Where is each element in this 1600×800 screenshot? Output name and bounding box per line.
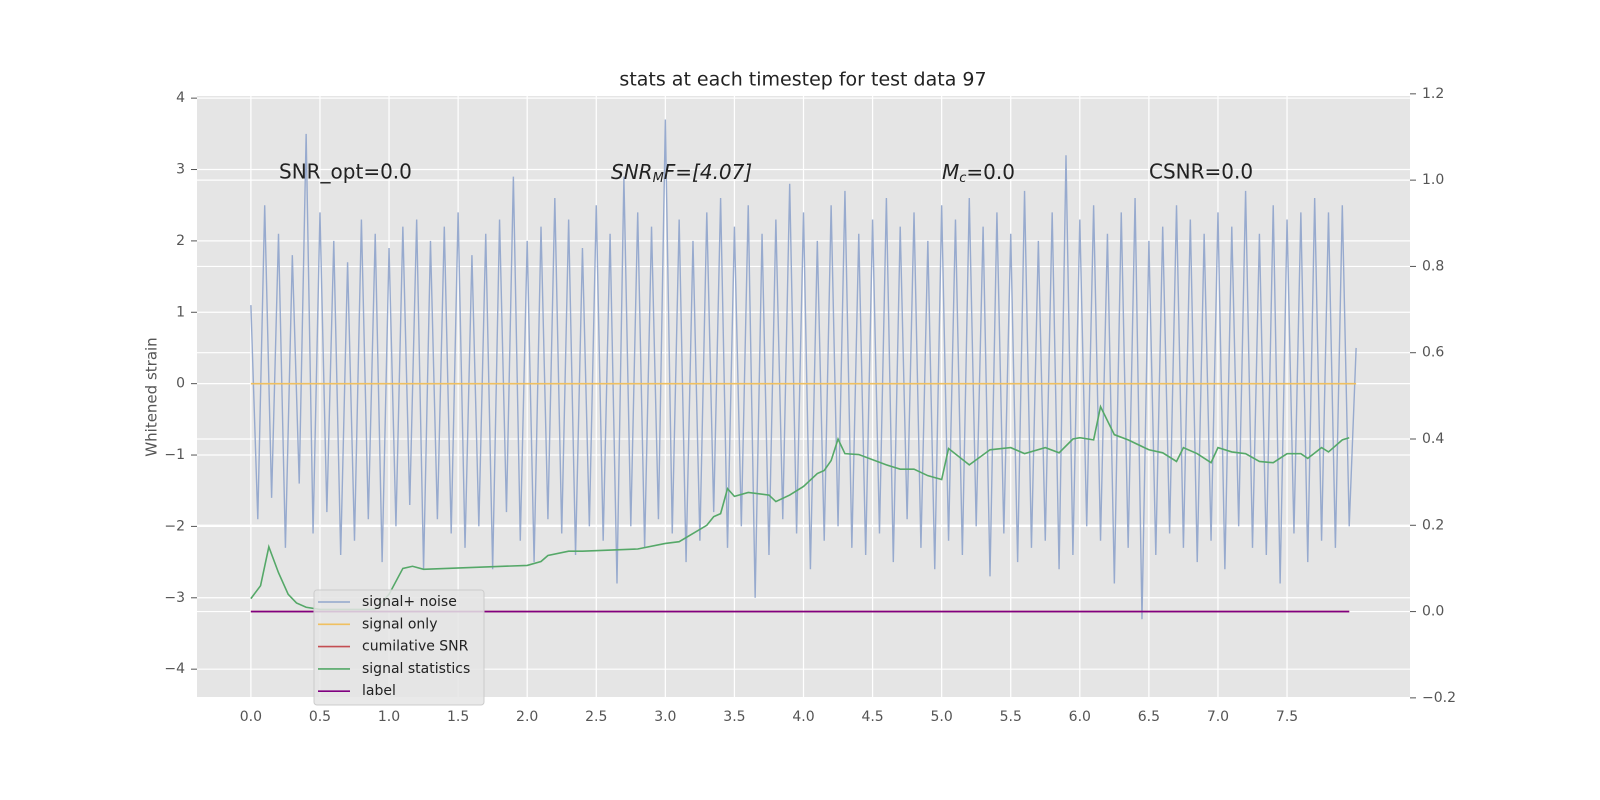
annotation-part: SNR — [611, 160, 653, 184]
x-tick-label: 5.5 — [1000, 709, 1022, 725]
annotation-part: F=[4.07] — [664, 160, 752, 184]
x-tick-label: 4.0 — [792, 709, 814, 725]
x-tick-label: 3.0 — [654, 709, 676, 725]
y-tick-label: −2 — [164, 518, 185, 534]
annotation-part: F=[4.07] — [664, 160, 752, 184]
annotations: SNR_opt=0.0 SNRMF=[4.07] Mc=0.0 CSNR=0.0 — [279, 160, 1253, 186]
annotation-part: =0.0 — [966, 160, 1015, 184]
y2-tick-label: 0.4 — [1422, 431, 1444, 447]
x-tick-label: 6.5 — [1138, 709, 1160, 725]
x-tick-label: 0.0 — [240, 709, 262, 725]
x-tick-label: 1.5 — [447, 709, 469, 725]
y2-tick-label: −0.2 — [1422, 690, 1456, 706]
y2-tick-label: 0.0 — [1422, 604, 1444, 620]
annotation: Mc=0.0 — [942, 160, 1015, 186]
annotation-part: M — [653, 171, 664, 186]
y-tick-label: −1 — [164, 447, 185, 463]
legend-label: signal+ noise — [362, 594, 457, 610]
legend-label: label — [362, 683, 396, 699]
x-tick-label: 0.5 — [309, 709, 331, 725]
y-axis-label: Whitened strain — [143, 337, 161, 456]
annotation: CSNR=0.0 — [1149, 160, 1253, 184]
grid — [197, 93, 1410, 699]
y2-tick-label: 0.2 — [1422, 517, 1444, 533]
x-tick-label: 4.5 — [861, 709, 883, 725]
y-tick-label: 4 — [176, 90, 185, 106]
y2-tick-label: 0.8 — [1422, 258, 1444, 274]
x-tick-label: 2.5 — [585, 709, 607, 725]
y-tick-label: 2 — [176, 233, 185, 249]
annotation: SNR_opt=0.0 — [279, 160, 412, 184]
y2-tick-label: 1.2 — [1422, 86, 1444, 102]
y-tick-label: −3 — [164, 590, 185, 606]
legend-label: signal only — [362, 616, 437, 632]
y-tick-label: 1 — [176, 304, 185, 320]
y2-tick-label: 0.6 — [1422, 345, 1444, 361]
x-tick-label: 1.0 — [378, 709, 400, 725]
y2-tick-label: 1.0 — [1422, 172, 1444, 188]
x-tick-label: 2.0 — [516, 709, 538, 725]
chart-title: stats at each timestep for test data 97 — [619, 69, 986, 91]
legend: signal+ noise signal only cumilative SNR si… — [313, 589, 485, 706]
annotation-part: c — [959, 171, 966, 186]
x-tick-label: 3.5 — [723, 709, 745, 725]
series-line — [250, 119, 1357, 620]
legend-label: signal statistics — [362, 661, 470, 677]
y-tick-label: 3 — [176, 162, 185, 178]
legend-label: cumilative SNR — [362, 639, 469, 655]
y-tick-label: 0 — [176, 376, 185, 392]
x-tick-label: 6.0 — [1069, 709, 1091, 725]
annotation: SNRMF=[4.07] — [611, 160, 752, 186]
legend-box — [313, 589, 485, 706]
x-tick-label: 7.5 — [1276, 709, 1298, 725]
x-tick-label: 5.0 — [931, 709, 953, 725]
series-line — [250, 404, 1350, 611]
y-tick-label: −4 — [164, 661, 185, 677]
annotation-part: M — [942, 160, 959, 184]
x-tick-label: 7.0 — [1207, 709, 1229, 725]
